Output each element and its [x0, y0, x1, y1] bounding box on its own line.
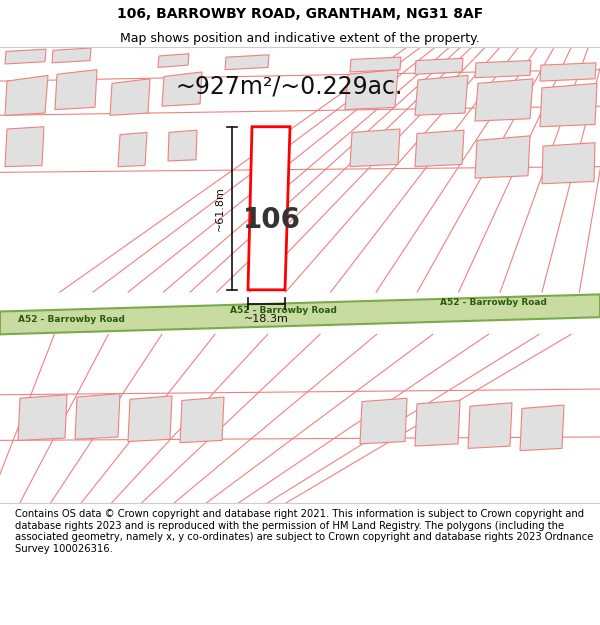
Polygon shape	[475, 136, 530, 178]
Polygon shape	[18, 395, 67, 441]
Polygon shape	[55, 69, 97, 109]
Polygon shape	[475, 79, 533, 121]
Text: ~927m²/~0.229ac.: ~927m²/~0.229ac.	[175, 75, 403, 99]
Polygon shape	[542, 142, 595, 184]
Polygon shape	[415, 76, 468, 115]
Polygon shape	[162, 72, 202, 106]
Text: A52 - Barrowby Road: A52 - Barrowby Road	[18, 315, 125, 324]
Polygon shape	[540, 63, 596, 81]
Text: A52 - Barrowby Road: A52 - Barrowby Road	[230, 306, 337, 315]
Polygon shape	[415, 130, 464, 167]
Polygon shape	[128, 396, 172, 441]
Text: Map shows position and indicative extent of the property.: Map shows position and indicative extent…	[120, 32, 480, 45]
Polygon shape	[345, 69, 398, 109]
Polygon shape	[118, 132, 147, 167]
Text: 106, BARROWBY ROAD, GRANTHAM, NG31 8AF: 106, BARROWBY ROAD, GRANTHAM, NG31 8AF	[117, 7, 483, 21]
Polygon shape	[158, 54, 189, 68]
Text: 106: 106	[243, 206, 301, 234]
Polygon shape	[75, 394, 120, 439]
Polygon shape	[360, 398, 407, 444]
Polygon shape	[52, 48, 91, 63]
Polygon shape	[350, 57, 401, 72]
Polygon shape	[248, 127, 290, 290]
Polygon shape	[475, 61, 531, 78]
Polygon shape	[110, 79, 150, 115]
Polygon shape	[5, 49, 46, 64]
Polygon shape	[468, 402, 512, 448]
Polygon shape	[520, 405, 564, 451]
Polygon shape	[0, 294, 600, 334]
Text: ~18.3m: ~18.3m	[244, 314, 289, 324]
Polygon shape	[350, 129, 400, 167]
Polygon shape	[5, 76, 48, 115]
Polygon shape	[415, 58, 463, 74]
Polygon shape	[5, 127, 44, 167]
Polygon shape	[415, 401, 460, 446]
Polygon shape	[168, 130, 197, 161]
Polygon shape	[540, 83, 597, 127]
Text: A52 - Barrowby Road: A52 - Barrowby Road	[440, 298, 547, 307]
Polygon shape	[225, 55, 269, 69]
Polygon shape	[180, 397, 224, 442]
Text: ~61.8m: ~61.8m	[215, 186, 225, 231]
Text: Contains OS data © Crown copyright and database right 2021. This information is : Contains OS data © Crown copyright and d…	[15, 509, 593, 554]
